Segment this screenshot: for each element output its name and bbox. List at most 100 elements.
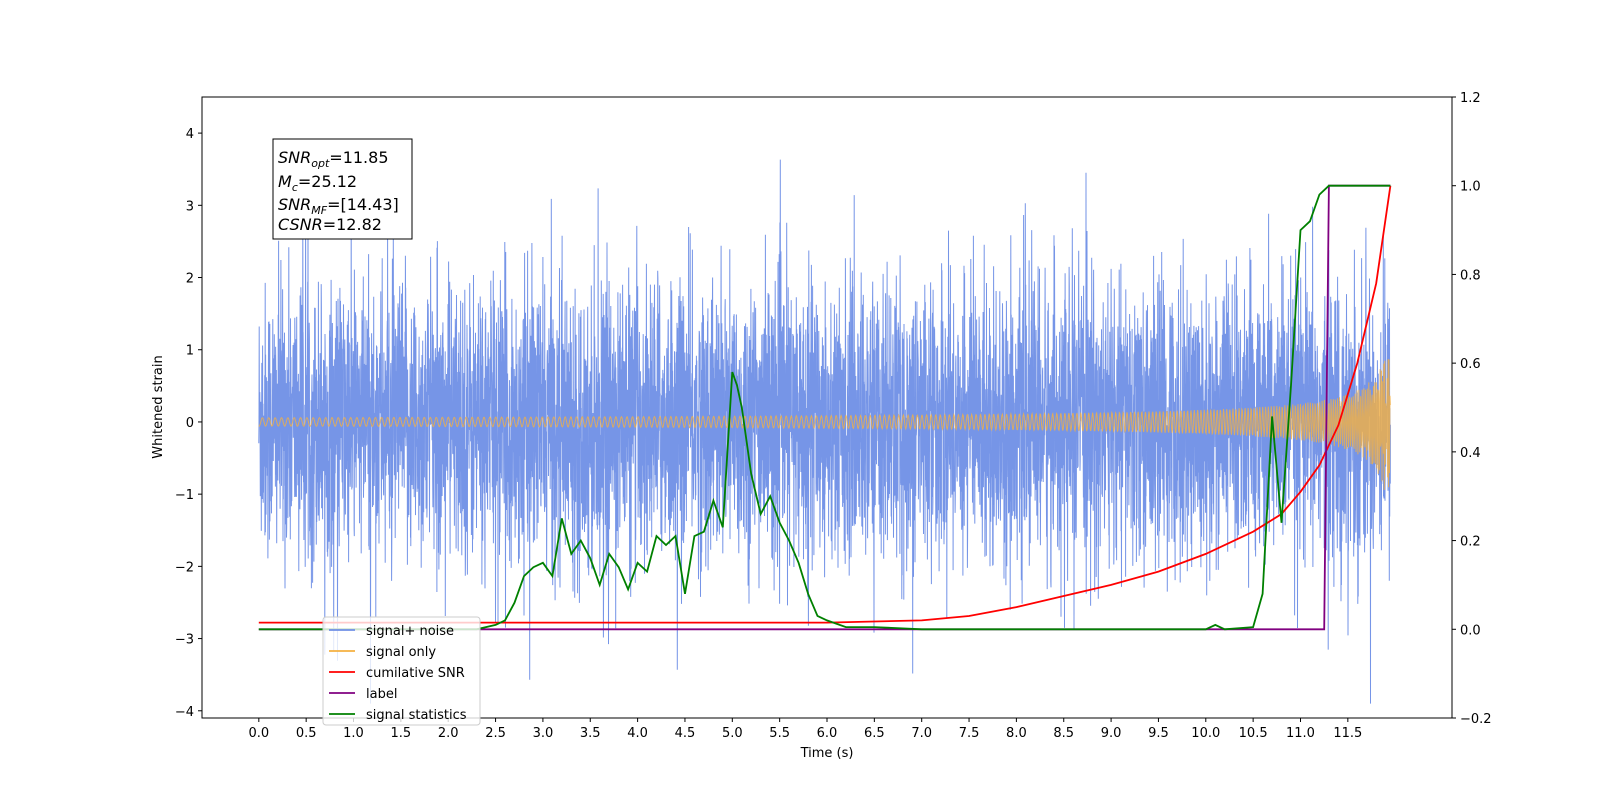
y2-tick: 1.0 [1452,180,1481,195]
x-tick: 2.5 [485,718,506,741]
y2-tick-label: −0.2 [1460,712,1492,727]
y-tick-label: 2 [186,272,194,287]
x-tick-label: 1.5 [391,726,412,741]
x-tick-label: 8.5 [1053,726,1074,741]
y-tick-label: 4 [186,127,194,142]
x-tick: 4.0 [627,718,648,741]
x-tick: 7.0 [911,718,932,741]
x-tick-label: 7.5 [959,726,980,741]
x-tick: 10.0 [1191,718,1220,741]
legend-item: signal+ noise [329,624,454,639]
snr-opt-value: =11.85 [329,148,388,167]
y-tick-label: −3 [175,633,194,648]
y2-tick-label: 0.6 [1460,357,1481,372]
x-tick-label: 9.5 [1148,726,1169,741]
y-tick: −2 [175,560,202,575]
x-tick-label: 7.0 [911,726,932,741]
x-tick-label: 4.0 [627,726,648,741]
x-tick-label: 0.5 [296,726,317,741]
x-tick: 11.5 [1333,718,1362,741]
y-axis-ticks: 4 3 2 1 0 −1 −2 −3 −4 [175,127,202,720]
x-tick-label: 0.0 [248,726,269,741]
y2-tick-label: 0.2 [1460,535,1481,550]
y-tick-label: 1 [186,344,194,359]
x-tick-label: 10.0 [1191,726,1220,741]
series-layer [258,159,1392,704]
mc-value: =25.12 [298,172,357,191]
x-tick: 8.0 [1006,718,1027,741]
annotation-box: SNRopt=11.85 Mc=25.12 SNRMF=[14.43] CSNR… [272,138,413,240]
csnr-value: =12.82 [323,215,382,234]
y-tick: 2 [186,272,202,287]
y2-tick: 0.6 [1452,357,1481,372]
y-tick: 0 [186,416,202,431]
x-tick: 8.5 [1053,718,1074,741]
y2-tick-label: 0.4 [1460,446,1481,461]
series-cumulative-snr [258,185,1392,624]
y-tick: −4 [175,705,202,720]
x-tick-label: 5.0 [722,726,743,741]
y-tick: 4 [186,127,202,142]
svg-text:CSNR=12.82: CSNR=12.82 [278,215,382,234]
x-tick-label: 5.5 [769,726,790,741]
y2-tick: −0.2 [1452,712,1492,727]
y-tick-label: 3 [186,199,194,214]
legend-item: signal only [329,645,436,660]
x-tick: 5.0 [722,718,743,741]
y-tick: −1 [175,488,202,503]
x-tick: 0.5 [296,718,317,741]
x-tick: 9.0 [1101,718,1122,741]
legend-label: signal only [366,645,436,660]
y-tick: 1 [186,344,202,359]
x-tick-label: 11.5 [1333,726,1362,741]
x-tick: 9.5 [1148,718,1169,741]
y2-tick-label: 0.8 [1460,268,1481,283]
x-tick-label: 3.5 [580,726,601,741]
y2-tick: 0.0 [1452,623,1481,638]
y2-tick: 0.2 [1452,535,1481,550]
x-tick: 11.0 [1286,718,1315,741]
svg-text:SNRopt=11.85: SNRopt=11.85 [278,148,389,170]
y-tick: 3 [186,199,202,214]
y-tick-label: −4 [175,705,194,720]
x-tick: 6.5 [864,718,885,741]
legend: signal+ noise signal only cumilative SNR la… [322,616,481,726]
y2-tick: 0.4 [1452,446,1481,461]
y-tick: −3 [175,633,202,648]
x-tick: 5.5 [769,718,790,741]
x-tick: 7.5 [959,718,980,741]
y2-axis-ticks: 1.2 1.0 0.8 0.6 0.4 0.2 0.0 −0.2 [1452,91,1492,727]
x-tick-label: 10.5 [1239,726,1268,741]
x-tick: 4.5 [675,718,696,741]
x-tick-label: 6.0 [817,726,838,741]
x-tick: 3.0 [533,718,554,741]
y2-tick: 1.2 [1452,91,1481,106]
x-tick-label: 1.0 [343,726,364,741]
y-tick-label: 0 [186,416,194,431]
legend-label: signal statistics [366,708,467,723]
x-tick: 10.5 [1239,718,1268,741]
x-axis-label: Time (s) [800,746,854,761]
series-signal-only [258,359,1391,490]
x-tick-label: 6.5 [864,726,885,741]
series-signal-statistics [258,184,1391,631]
y-tick-label: −2 [175,560,194,575]
y2-tick: 0.8 [1452,268,1481,283]
snr-mf-value: =[14.43] [327,195,399,214]
svg-text:SNRMF=[14.43]: SNRMF=[14.43] [278,195,399,217]
legend-label: cumilative SNR [366,666,465,681]
y2-tick-label: 1.2 [1460,91,1481,106]
legend-label: signal+ noise [366,624,454,639]
x-tick-label: 3.0 [533,726,554,741]
legend-item: cumilative SNR [329,666,465,681]
x-axis-ticks: 0.0 0.5 1.0 1.5 2.0 2.5 3.0 3.5 4.0 4.5 5.0 5.5 6.0 6… [248,718,1362,741]
series-signal-noise [258,159,1391,704]
x-tick-label: 4.5 [675,726,696,741]
x-tick: 3.5 [580,718,601,741]
x-tick-label: 9.0 [1101,726,1122,741]
x-tick: 6.0 [817,718,838,741]
svg-text:Mc=25.12: Mc=25.12 [278,172,357,194]
legend-item: signal statistics [329,708,467,723]
legend-item: label [329,687,397,702]
